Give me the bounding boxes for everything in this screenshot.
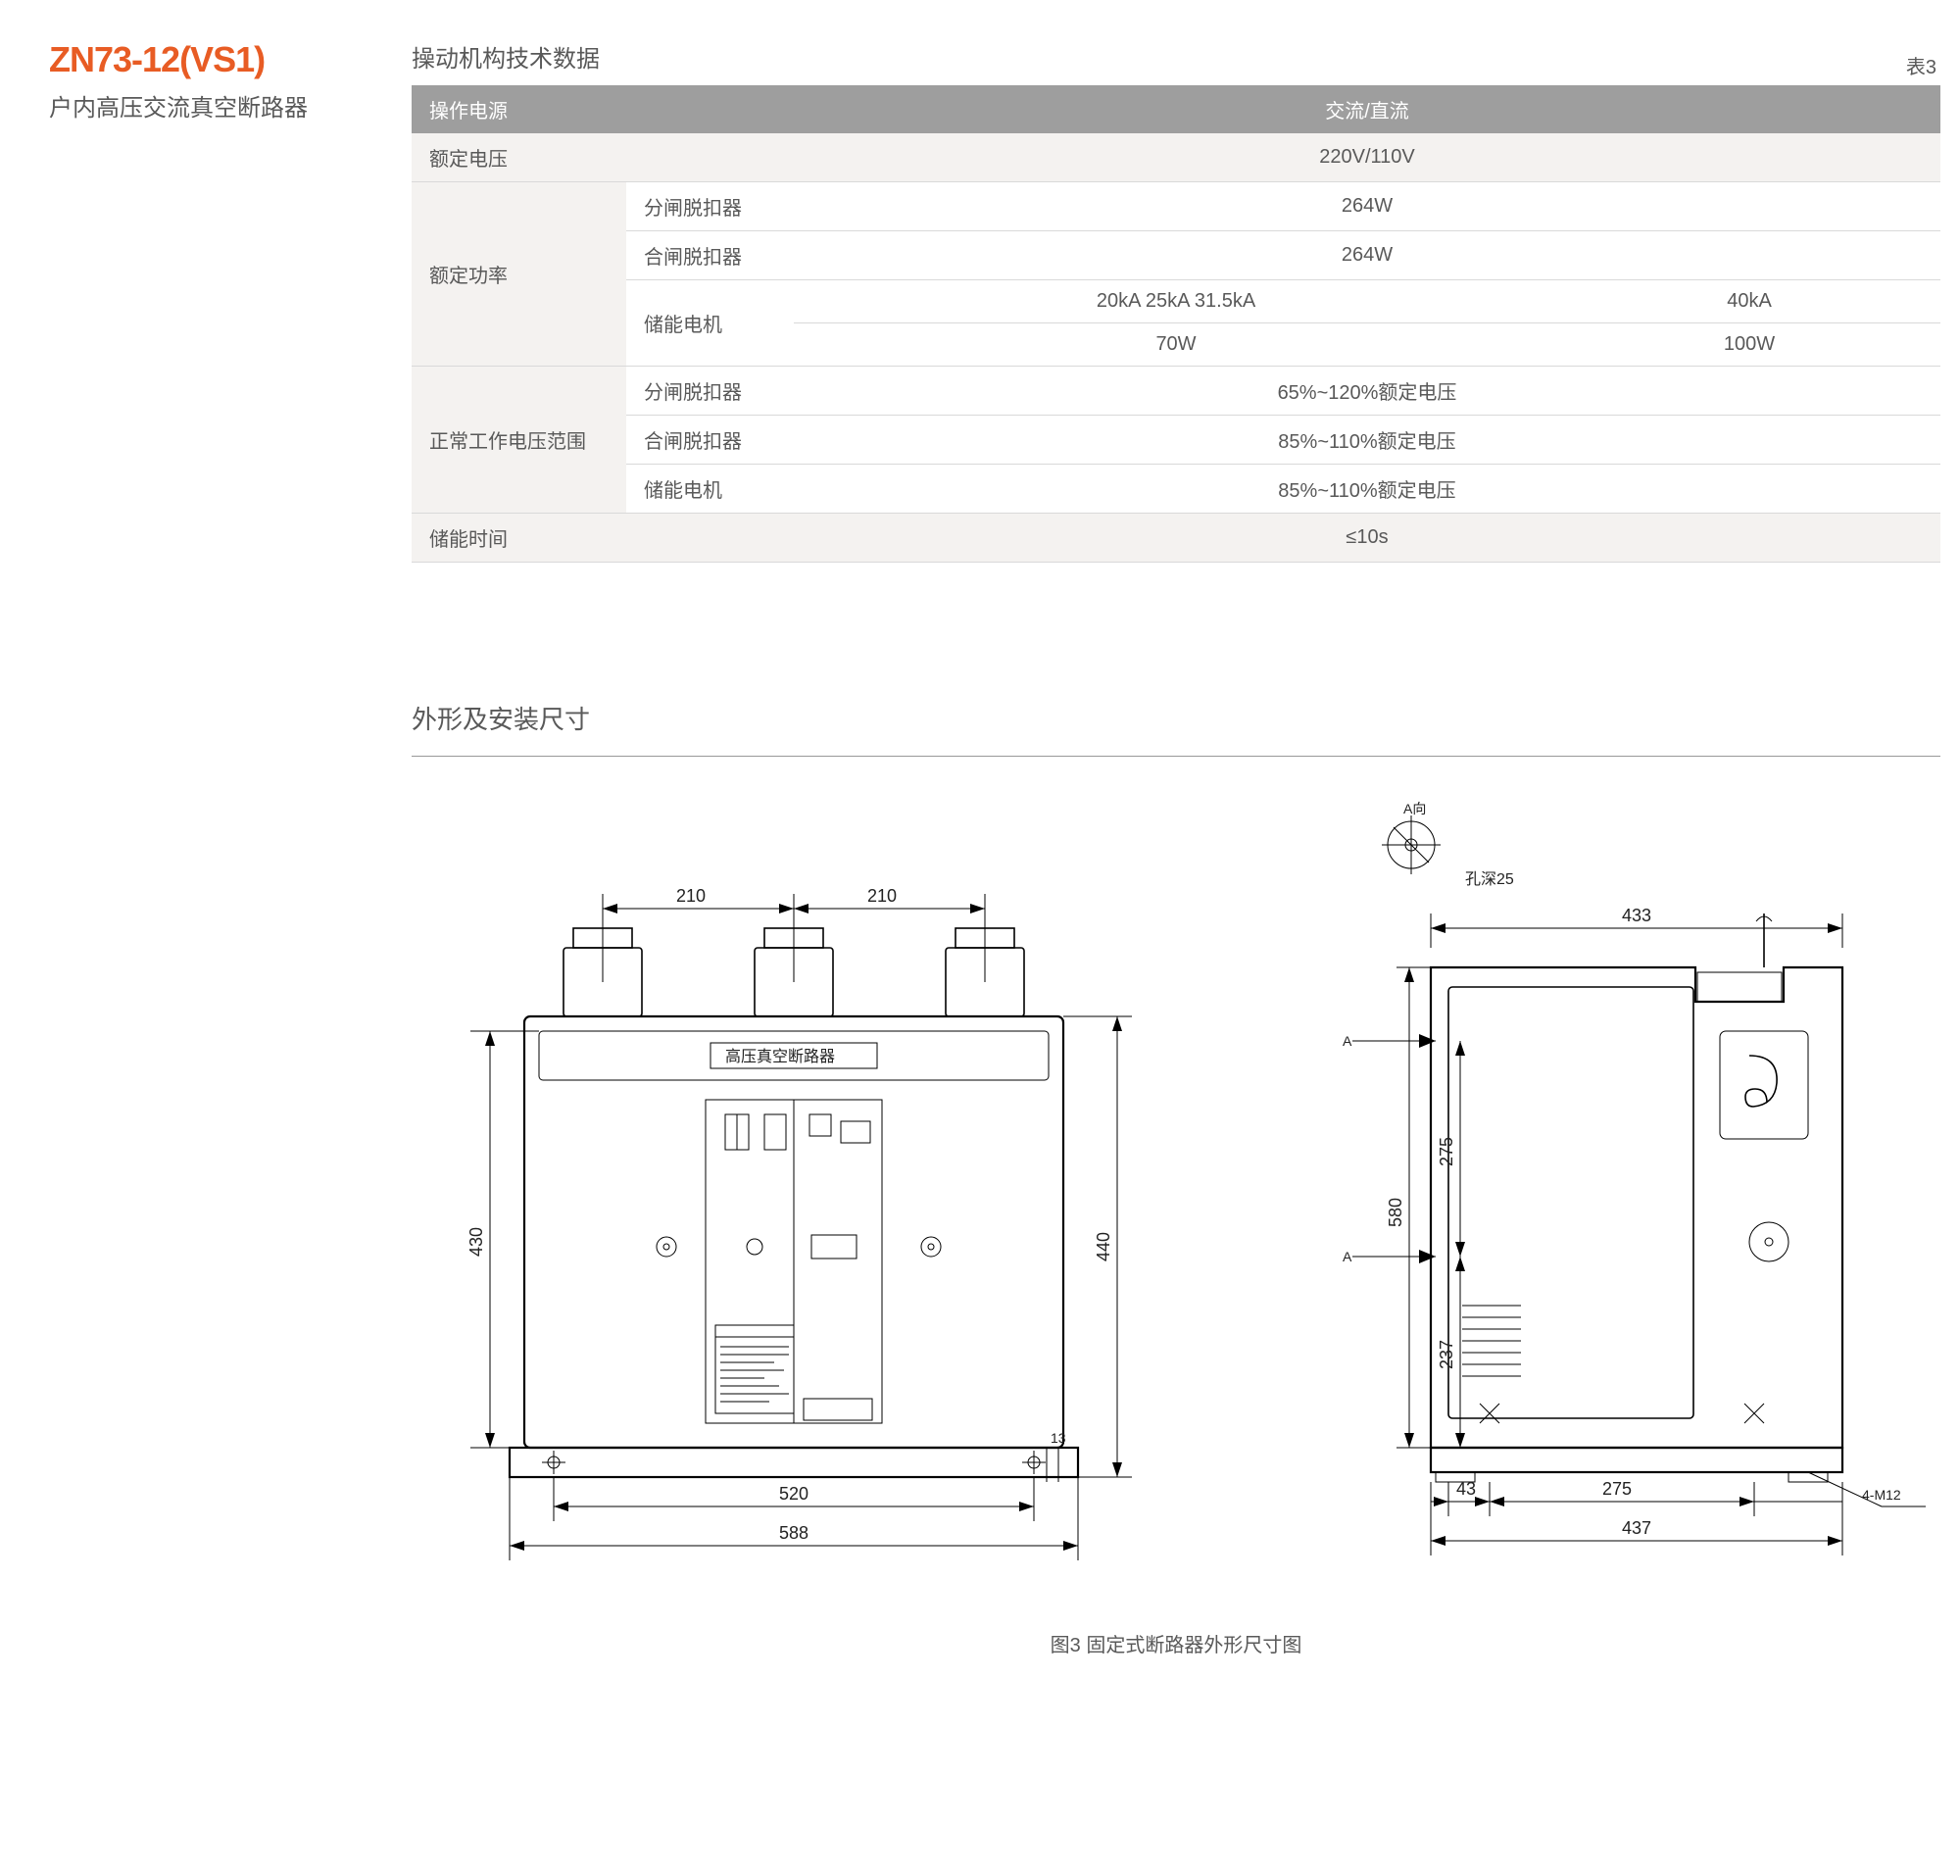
row-open-trip-label: 分闸脱扣器 [626,182,794,231]
hole-depth-note: 孔深25 [1465,870,1514,888]
row-rated-voltage-label: 额定电压 [412,133,794,182]
row-charge-time-value: ≤10s [794,514,1940,563]
dim-237: 237 [1437,1340,1456,1369]
th-acdc: 交流/直流 [794,85,1940,133]
row-motor-col1-bot: 70W [794,323,1558,367]
row-close-trip-value: 264W [794,231,1940,280]
dim-43: 43 [1456,1479,1476,1499]
dim-13: 13 [1051,1430,1066,1446]
dim-520: 520 [779,1484,808,1504]
label-A2: A [1343,1249,1352,1264]
row-open-trip-value: 264W [794,182,1940,231]
row-vr-motor-label: 储能电机 [626,465,794,514]
dim-437: 437 [1622,1518,1651,1538]
dim-210a: 210 [676,886,706,906]
row-voltage-range-label: 正常工作电压范围 [412,367,626,514]
th-power-source: 操作电源 [412,85,794,133]
row-motor-label: 储能电机 [626,280,794,367]
dimensions-heading: 外形及安装尺寸 [412,700,1940,736]
row-vr-open-value: 65%~120%额定电压 [794,367,1940,416]
row-motor-col1-top: 20kA 25kA 31.5kA [794,280,1558,323]
row-close-trip-label: 合闸脱扣器 [626,231,794,280]
panel-label: 高压真空断路器 [725,1048,835,1065]
dim-440: 440 [1094,1232,1113,1261]
row-rated-voltage-value: 220V/110V [794,133,1940,182]
row-rated-power-label: 额定功率 [412,182,626,367]
dim-588: 588 [779,1523,808,1543]
row-motor-col2-top: 40kA [1558,280,1940,323]
dim-430: 430 [466,1227,486,1257]
section-divider [412,756,1940,757]
row-vr-open-label: 分闸脱扣器 [626,367,794,416]
row-charge-time-label: 储能时间 [412,514,794,563]
dim-275v: 275 [1437,1137,1456,1166]
dim-210b: 210 [867,886,897,906]
dim-580: 580 [1386,1198,1405,1227]
row-motor-col2-bot: 100W [1558,323,1940,367]
side-view-drawing: A向 孔深25 433 [1235,796,1940,1600]
a-view-label: A向 [1403,801,1426,816]
row-vr-motor-value: 85%~110%额定电压 [794,465,1940,514]
dim-433: 433 [1622,906,1651,925]
table-section-title: 操动机构技术数据 [412,39,600,74]
row-vr-close-label: 合闸脱扣器 [626,416,794,465]
dim-275h: 275 [1602,1479,1632,1499]
label-A1: A [1343,1033,1352,1049]
figure-caption: 图3 固定式断路器外形尺寸图 [412,1629,1940,1657]
drawings-container: 210 210 高压 [412,796,1940,1600]
table-number: 表3 [1906,51,1940,79]
row-vr-close-value: 85%~110%额定电压 [794,416,1940,465]
front-view-drawing: 210 210 高压 [412,855,1176,1600]
product-subtitle: 户内高压交流真空断路器 [49,88,343,123]
hole-spec: 4-M12 [1862,1487,1901,1503]
spec-table: 操作电源 交流/直流 额定电压 220V/110V 额定功率 分闸脱扣器 264… [412,85,1940,563]
product-title: ZN73-12(VS1) [49,39,343,80]
